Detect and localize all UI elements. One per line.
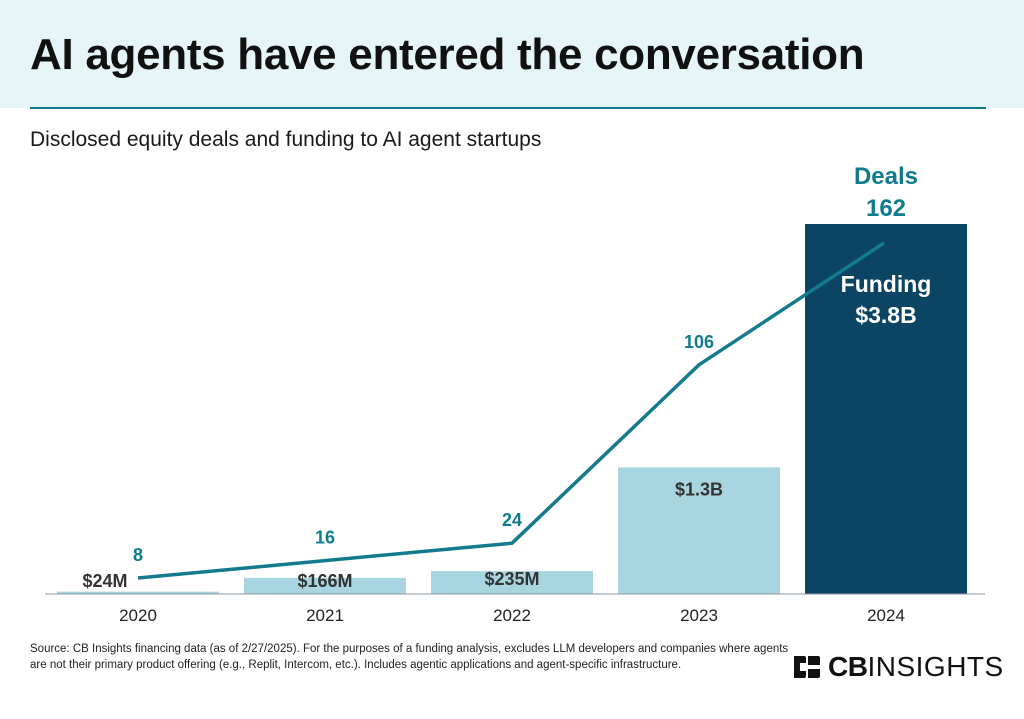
chart-subtitle: Disclosed equity deals and funding to AI… xyxy=(30,128,542,151)
funding-series-label: Funding xyxy=(841,271,932,297)
deals-line xyxy=(137,241,885,580)
funding-bar xyxy=(244,577,406,594)
deals-value-label: 8 xyxy=(133,545,143,565)
funding-bar xyxy=(431,571,593,594)
title-banner xyxy=(0,0,1024,108)
chart-title: AI agents have entered the conversation xyxy=(30,30,865,79)
funding-value-label: $3.8B xyxy=(855,302,916,328)
funding-bar xyxy=(618,467,780,594)
funding-value-label: $24M xyxy=(82,571,127,591)
deals-value-label: 16 xyxy=(315,528,335,548)
deals-value-label: 24 xyxy=(502,510,522,530)
cb-insights-logo-icon xyxy=(794,656,820,678)
cb-insights-logo: CBINSIGHTS xyxy=(792,652,1004,682)
x-tick-label: 2023 xyxy=(680,606,718,625)
x-tick-label: 2022 xyxy=(493,606,531,625)
x-tick-label: 2024 xyxy=(867,606,905,625)
x-tick-label: 2020 xyxy=(119,606,157,625)
cb-insights-wordmark: CBINSIGHTS xyxy=(828,651,1004,682)
funding-value-label: $235M xyxy=(484,569,539,589)
x-tick-label: 2021 xyxy=(306,606,344,625)
deals-value-label: 106 xyxy=(684,332,714,352)
deals-value-label: 162 xyxy=(866,195,906,222)
funding-value-label: $1.3B xyxy=(675,479,723,499)
funding-bar xyxy=(57,591,219,594)
funding-deals-chart: $24M $166M $235M $1.3B Funding $3.8B 2020 2021 2… xyxy=(45,163,985,625)
title-divider xyxy=(30,107,986,109)
funding-bar xyxy=(805,224,967,594)
funding-value-label: $166M xyxy=(297,571,352,591)
deals-series-label: Deals xyxy=(854,163,918,190)
source-note: Source: CB Insights financing data (as o… xyxy=(30,643,789,671)
